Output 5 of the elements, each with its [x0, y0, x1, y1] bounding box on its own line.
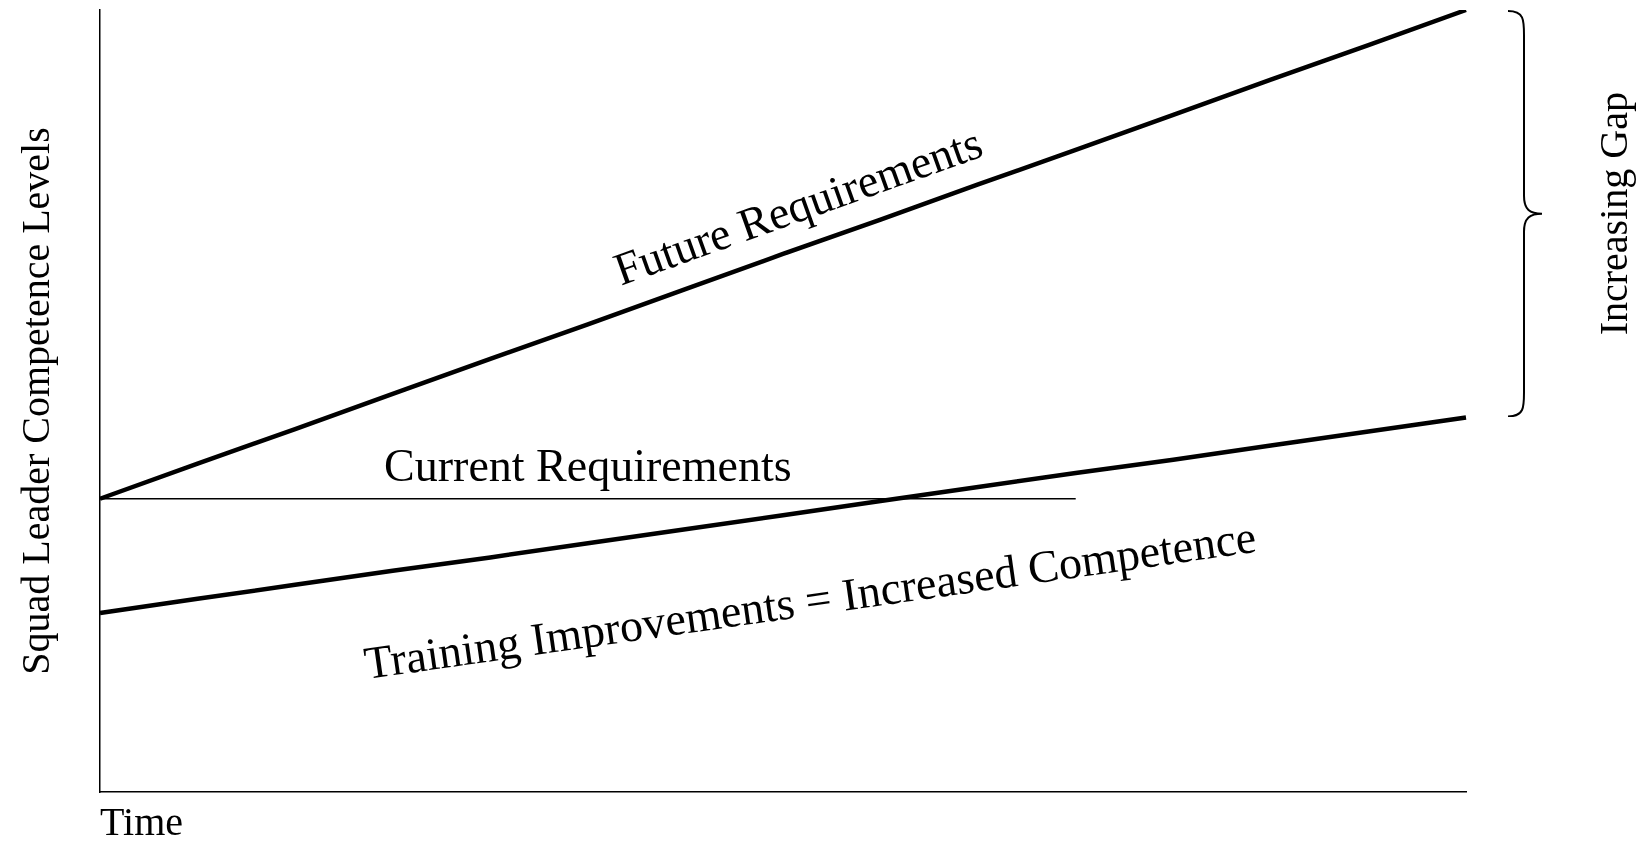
text: Increasing Gap	[1590, 92, 1636, 336]
text: Training Improvements = Increased Competence	[360, 510, 1260, 689]
y-axis-title: Squad Leader Competence Levels	[12, 127, 58, 675]
series-label: Current Requirements	[384, 439, 792, 491]
x-axis-title: Time	[100, 798, 184, 844]
